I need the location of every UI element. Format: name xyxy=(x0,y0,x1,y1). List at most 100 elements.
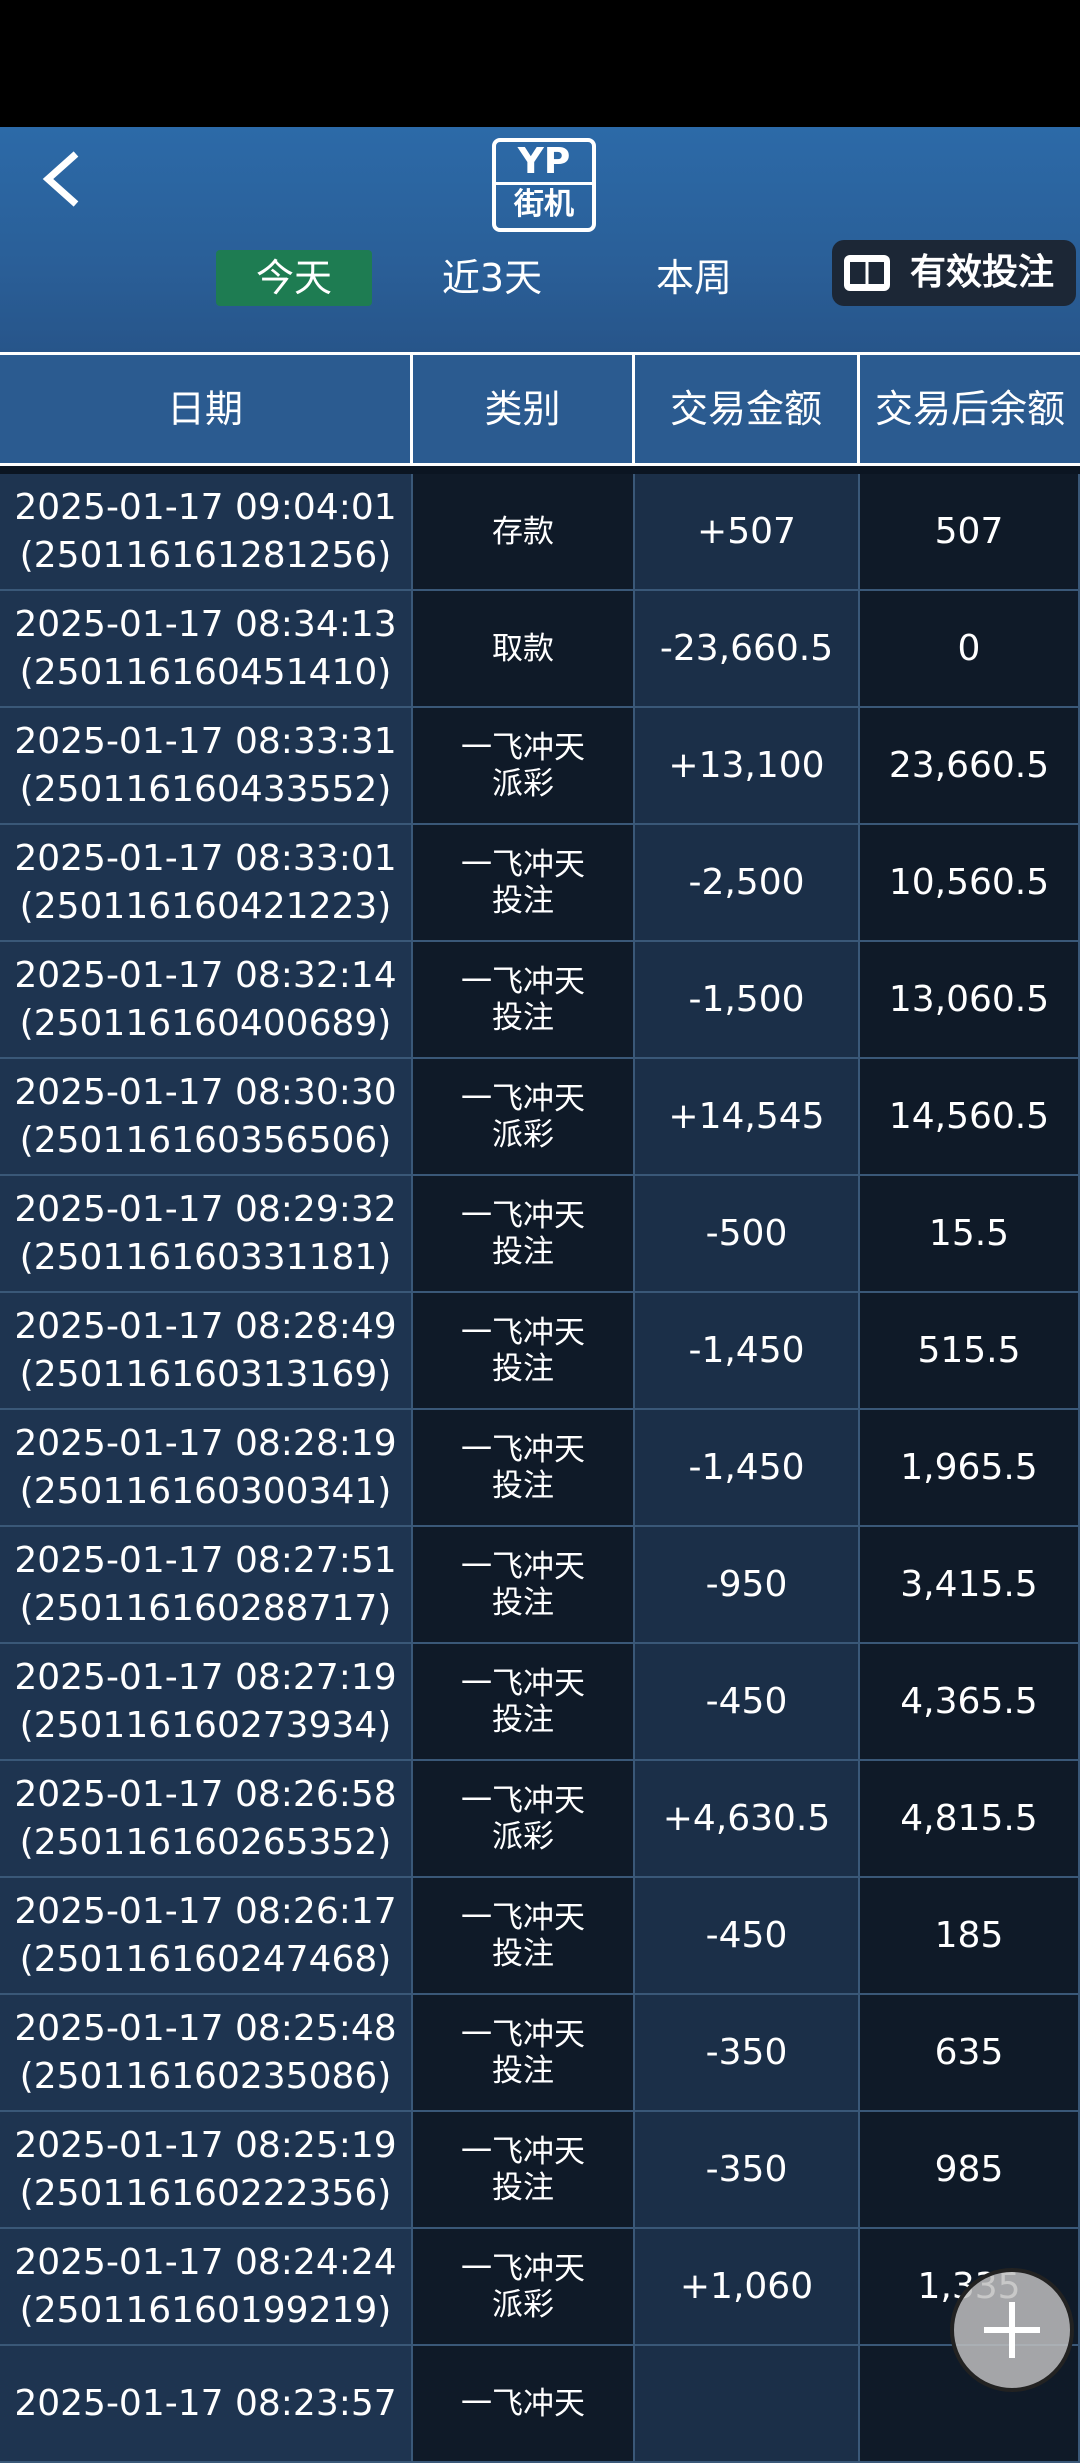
category: 一飞冲天 xyxy=(461,2385,585,2422)
category: 投注 xyxy=(492,1935,554,1972)
date-cell: 2025-01-17 08:27:19 (250116160273934) xyxy=(0,1644,413,1761)
category: 投注 xyxy=(492,1350,554,1387)
category: 一飞冲天 xyxy=(461,1314,585,1351)
date-cell: 2025-01-17 08:26:58 (250116160265352) xyxy=(0,1761,413,1878)
balance: 14,560.5 xyxy=(888,1096,1050,1137)
add-button[interactable] xyxy=(950,2268,1074,2392)
date: 2025-01-17 08:26:17 xyxy=(14,1890,397,1932)
category: 投注 xyxy=(492,1233,554,1270)
date: 2025-01-17 08:23:57 xyxy=(14,2382,397,2424)
order-id: (250116160247468) xyxy=(19,1938,392,1980)
amount: +4,630.5 xyxy=(662,1798,831,1839)
date-cell: 2025-01-17 08:34:13 (250116160451410) xyxy=(0,591,413,708)
order-id: (250116160222356) xyxy=(19,2172,392,2214)
amount-cell: -950 xyxy=(635,1527,860,1644)
category-cell: 一飞冲天 投注 xyxy=(413,1527,635,1644)
date-cell: 2025-01-17 08:25:19 (250116160222356) xyxy=(0,2112,413,2229)
date: 2025-01-17 08:32:14 xyxy=(14,954,397,996)
back-button[interactable] xyxy=(38,148,88,210)
date: 2025-01-17 08:34:13 xyxy=(14,603,397,645)
order-id: (250116160235086) xyxy=(19,2055,392,2097)
order-id: (250116160288717) xyxy=(19,1587,392,1629)
amount: -500 xyxy=(705,1213,788,1254)
date: 2025-01-17 08:25:19 xyxy=(14,2124,397,2166)
amount-cell: -350 xyxy=(635,2112,860,2229)
order-id: (250116160451410) xyxy=(19,651,392,693)
category-cell: 一飞冲天 投注 xyxy=(413,942,635,1059)
date-cell: 2025-01-17 08:33:01 (250116160421223) xyxy=(0,825,413,942)
amount-cell: +507 xyxy=(635,474,860,591)
category-cell: 一飞冲天 投注 xyxy=(413,2112,635,2229)
balance: 0 xyxy=(957,628,981,669)
balance-cell: 23,660.5 xyxy=(860,708,1080,825)
category-cell: 一飞冲天 投注 xyxy=(413,1644,635,1761)
category-cell: 取款 xyxy=(413,591,635,708)
balance-cell: 14,560.5 xyxy=(860,1059,1080,1176)
category: 一飞冲天 xyxy=(461,1197,585,1234)
amount: -950 xyxy=(705,1564,788,1605)
category: 存款 xyxy=(492,513,554,550)
balance: 515.5 xyxy=(917,1330,1021,1371)
amount: -450 xyxy=(705,1681,788,1722)
amount-cell: +13,100 xyxy=(635,708,860,825)
order-id: (250116160273934) xyxy=(19,1704,392,1746)
category-cell: 一飞冲天 投注 xyxy=(413,825,635,942)
category-cell: 一飞冲天 派彩 xyxy=(413,1059,635,1176)
amount-cell: -450 xyxy=(635,1644,860,1761)
category-cell: 一飞冲天 派彩 xyxy=(413,1761,635,1878)
order-id: (250116160400689) xyxy=(19,1002,392,1044)
date-cell: 2025-01-17 08:30:30 (250116160356506) xyxy=(0,1059,413,1176)
amount: -23,660.5 xyxy=(659,628,834,669)
balance-cell: 0 xyxy=(860,591,1080,708)
category-cell: 一飞冲天 派彩 xyxy=(413,2229,635,2346)
balance: 10,560.5 xyxy=(888,862,1050,903)
amount-cell: -1,500 xyxy=(635,942,860,1059)
balance: 23,660.5 xyxy=(888,745,1050,786)
date: 2025-01-17 08:29:32 xyxy=(14,1188,397,1230)
category-cell: 一飞冲天 投注 xyxy=(413,1995,635,2112)
date-cell: 2025-01-17 08:24:24 (250116160199219) xyxy=(0,2229,413,2346)
amount-cell: +4,630.5 xyxy=(635,1761,860,1878)
balance: 13,060.5 xyxy=(888,979,1050,1020)
category: 一飞冲天 xyxy=(461,846,585,883)
date: 2025-01-17 08:27:51 xyxy=(14,1539,397,1581)
balance: 185 xyxy=(934,1915,1004,1956)
order-id: (250116160199219) xyxy=(19,2289,392,2331)
date: 2025-01-17 09:04:01 xyxy=(14,486,397,528)
category: 投注 xyxy=(492,2052,554,2089)
balance-cell: 635 xyxy=(860,1995,1080,2112)
order-id: (250116160300341) xyxy=(19,1470,392,1512)
date: 2025-01-17 08:25:48 xyxy=(14,2007,397,2049)
status-bar xyxy=(0,0,1080,127)
balance: 635 xyxy=(934,2032,1004,2073)
category: 一飞冲天 xyxy=(461,1782,585,1819)
filter-button[interactable]: 有效投注 xyxy=(832,240,1076,306)
amount-cell xyxy=(635,2346,860,2463)
amount: +13,100 xyxy=(668,745,825,786)
balance: 507 xyxy=(934,511,1004,552)
category: 投注 xyxy=(492,882,554,919)
category: 投注 xyxy=(492,1467,554,1504)
category: 派彩 xyxy=(492,1818,554,1855)
amount: -1,450 xyxy=(688,1330,805,1371)
amount-cell: -450 xyxy=(635,1878,860,1995)
filter-label: 有效投注 xyxy=(910,252,1055,293)
logo-bottom: 街机 xyxy=(496,182,592,225)
amount-cell: +14,545 xyxy=(635,1059,860,1176)
date-cell: 2025-01-17 08:25:48 (250116160235086) xyxy=(0,1995,413,2112)
tab[interactable]: 近3天 xyxy=(441,256,543,300)
date-cell: 2025-01-17 08:33:31 (250116160433552) xyxy=(0,708,413,825)
date-cell: 2025-01-17 08:27:51 (250116160288717) xyxy=(0,1527,413,1644)
order-id: (250116160433552) xyxy=(19,768,392,810)
amount-cell: -1,450 xyxy=(635,1293,860,1410)
tab[interactable]: 本周 xyxy=(655,256,732,300)
tab[interactable]: 今天 xyxy=(216,250,372,306)
date-cell: 2025-01-17 08:32:14 (250116160400689) xyxy=(0,942,413,1059)
balance-cell: 13,060.5 xyxy=(860,942,1080,1059)
balance-cell: 3,415.5 xyxy=(860,1527,1080,1644)
order-id: (250116160356506) xyxy=(19,1119,392,1161)
column-header: 日期 xyxy=(0,355,413,463)
date: 2025-01-17 08:33:31 xyxy=(14,720,397,762)
category: 取款 xyxy=(492,630,554,667)
amount: -1,500 xyxy=(688,979,805,1020)
